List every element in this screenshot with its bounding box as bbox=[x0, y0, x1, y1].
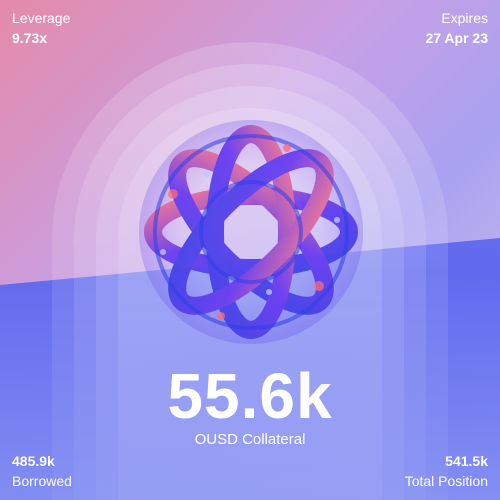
total-position-value: 541.5k bbox=[445, 453, 488, 469]
leverage-label: Leverage bbox=[12, 10, 71, 26]
collateral-value: 55.6k bbox=[167, 360, 333, 432]
borrowed-label: Borrowed bbox=[12, 473, 72, 489]
collateral-label: OUSD Collateral bbox=[194, 431, 306, 448]
expires-label: Expires bbox=[441, 10, 488, 26]
borrowed-value: 485.9k bbox=[12, 453, 55, 469]
expires-value: 27 Apr 23 bbox=[425, 30, 488, 46]
total-position-label: Total Position bbox=[404, 473, 488, 489]
leverage-value: 9.73x bbox=[12, 30, 48, 46]
